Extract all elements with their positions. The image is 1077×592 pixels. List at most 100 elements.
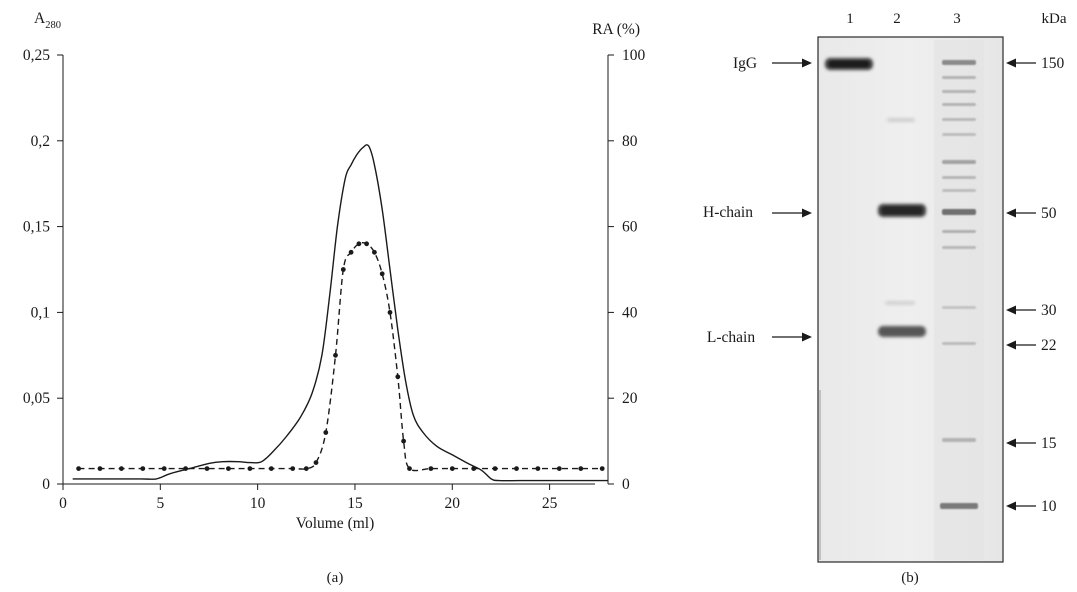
series-ra-point — [140, 466, 146, 471]
panel-b-gel: 1 2 3 kDa — [703, 11, 1067, 586]
series-ra-point — [428, 466, 434, 471]
series-absorbance-line — [72, 144, 608, 482]
ladder-band — [942, 176, 976, 179]
ladder-band — [942, 230, 976, 233]
y-axis-right-label: RA (%) — [592, 21, 640, 38]
series-ra-point — [226, 466, 231, 471]
marker-15-label: 15 — [1041, 435, 1057, 452]
series-ra-point — [395, 374, 401, 380]
series-ra-point — [333, 352, 338, 358]
annotation-igg: IgG — [733, 55, 812, 72]
ladder-band — [942, 118, 976, 121]
series-ra-point — [97, 466, 103, 471]
marker-30: 30 — [1006, 302, 1057, 319]
series-ra-point — [183, 466, 189, 471]
series-ra-point — [340, 267, 346, 272]
series-ra-line — [78, 241, 603, 472]
series-ra-point — [372, 249, 377, 255]
series-ra-point — [556, 466, 562, 471]
lane-label-1: 1 — [846, 11, 854, 27]
marker-22-label: 22 — [1041, 337, 1057, 354]
y-tick-label: 0 — [42, 476, 50, 493]
x-tick-label: 20 — [445, 495, 461, 512]
marker-10-label: 10 — [1041, 498, 1057, 515]
annotation-l-chain: L-chain — [707, 329, 812, 346]
series-ra-point — [268, 466, 274, 471]
series-ra-point — [407, 466, 412, 471]
gel-marker-ladder — [940, 60, 978, 509]
series-ra-point — [356, 241, 362, 247]
lane-label-2: 2 — [893, 11, 901, 27]
arrow-right-icon — [802, 58, 812, 68]
x-tick-label: 25 — [542, 495, 558, 512]
gel-band-l-chain — [878, 326, 926, 337]
ladder-band — [942, 342, 976, 345]
ladder-band — [942, 189, 976, 192]
x-axis-label: Volume (ml) — [296, 515, 375, 532]
marker-150-label: 150 — [1041, 55, 1065, 72]
ladder-band — [942, 133, 976, 136]
series-ra-point — [303, 466, 309, 471]
arrow-left-icon — [1006, 438, 1016, 448]
series-ra-point — [313, 460, 319, 465]
x-tick-label: 0 — [59, 495, 67, 512]
y-tick-label: 0,05 — [23, 390, 50, 407]
series-ra-point — [290, 466, 296, 471]
gel-lane-shading — [934, 40, 984, 560]
series-ra-point — [401, 438, 406, 444]
series-ra-point — [364, 241, 369, 247]
kda-unit-label: kDa — [1042, 11, 1067, 27]
gel-band-h-chain-core — [882, 207, 922, 214]
marker-150: 150 — [1006, 55, 1065, 72]
y2-tick-label: 20 — [622, 390, 638, 407]
series-ra-point — [578, 466, 584, 471]
x-tick-label: 10 — [250, 495, 266, 512]
ladder-band — [942, 246, 976, 249]
annotation-h-chain-label: H-chain — [703, 204, 753, 221]
series-ra-point — [387, 310, 393, 315]
annotation-h-chain: H-chain — [703, 204, 812, 221]
x-axis-ticks: 0 5 10 15 20 25 — [59, 484, 558, 512]
y2-tick-label: 80 — [622, 133, 638, 150]
series-ra-point — [76, 466, 81, 471]
y-axis-left-label: A280 — [34, 10, 61, 31]
series-ra-point — [599, 466, 605, 471]
arrow-left-icon — [1006, 208, 1016, 218]
y-tick-label: 0,15 — [23, 219, 50, 236]
y-tick-label: 0,25 — [23, 47, 50, 64]
marker-30-label: 30 — [1041, 302, 1057, 319]
annotation-l-chain-label: L-chain — [707, 329, 755, 346]
series-ra-point — [323, 430, 329, 435]
y2-tick-label: 40 — [622, 304, 638, 321]
panel-a-label: (a) — [327, 570, 344, 586]
arrow-left-icon — [1006, 305, 1016, 315]
series-ra-point — [492, 466, 498, 471]
series-ra-point — [379, 271, 385, 277]
marker-10: 10 — [1006, 498, 1057, 515]
panel-a-chart: 0 5 10 15 20 25 0 0,05 0,1 0,15 0,2 0,25 0 20 40 60 80… — [23, 10, 646, 586]
marker-15: 15 — [1006, 435, 1057, 452]
series-ra-markers — [76, 241, 605, 471]
ladder-band — [942, 160, 976, 164]
panel-b-label: (b) — [901, 570, 919, 586]
ladder-band — [942, 306, 976, 309]
y-tick-label: 0,1 — [31, 304, 50, 321]
ladder-band — [942, 103, 976, 106]
series-ra-point — [161, 466, 167, 471]
marker-50-label: 50 — [1041, 205, 1057, 222]
series-ra-point — [204, 466, 210, 471]
ladder-band — [942, 438, 976, 442]
arrow-left-icon — [1006, 340, 1016, 350]
arrow-left-icon — [1006, 58, 1016, 68]
series-ra-point — [247, 466, 253, 471]
ladder-band — [942, 209, 976, 215]
ladder-band — [942, 60, 976, 65]
series-ra-point — [535, 466, 541, 471]
y-axis-left-ticks: 0 0,05 0,1 0,15 0,2 0,25 — [23, 47, 63, 493]
ladder-band — [942, 76, 976, 79]
series-ra-point — [119, 466, 124, 471]
y2-tick-label: 60 — [622, 219, 638, 236]
marker-50: 50 — [1006, 205, 1057, 222]
x-tick-label: 15 — [347, 495, 363, 512]
